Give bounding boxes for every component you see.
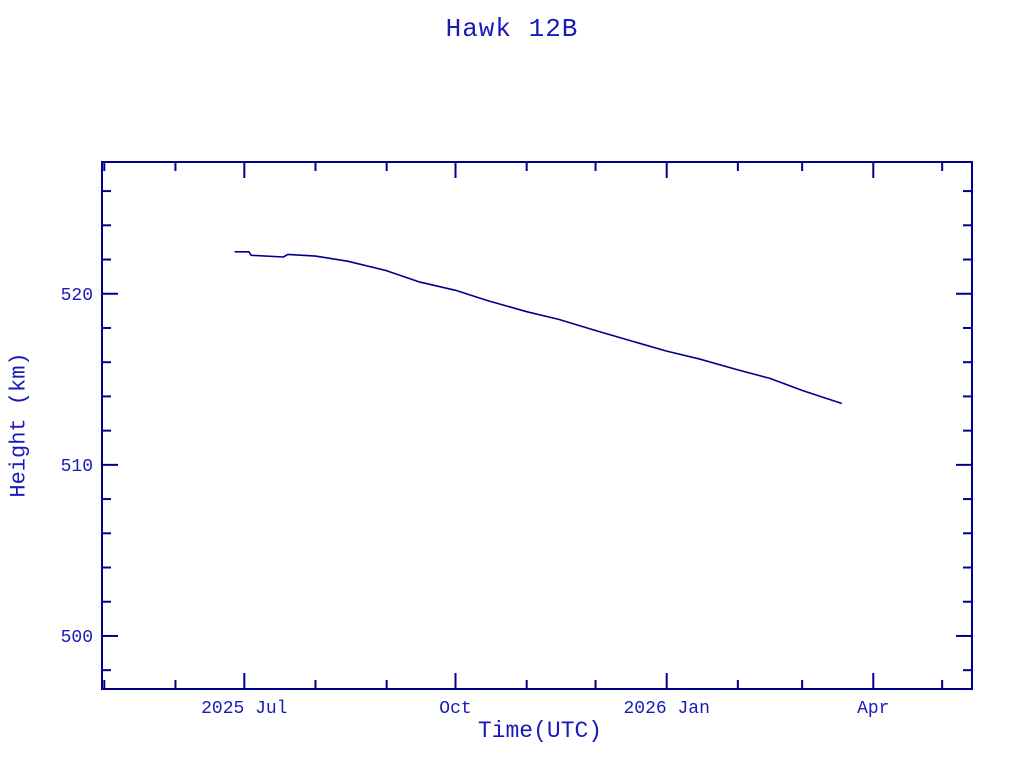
x-tick-label: Apr [857,699,889,719]
x-axis-label: Time(UTC) [477,718,603,744]
x-tick-label: 2026 Jan [623,699,709,719]
x-tick-label: 2025 Jul [201,699,287,719]
plot-frame [101,161,973,690]
chart-title: Hawk 12B [445,14,579,44]
y-tick-label: 510 [61,457,93,477]
y-tick-label: 500 [61,628,93,648]
height-line [234,251,843,405]
y-tick-label: 520 [61,286,93,306]
x-tick-label: Oct [439,699,471,719]
